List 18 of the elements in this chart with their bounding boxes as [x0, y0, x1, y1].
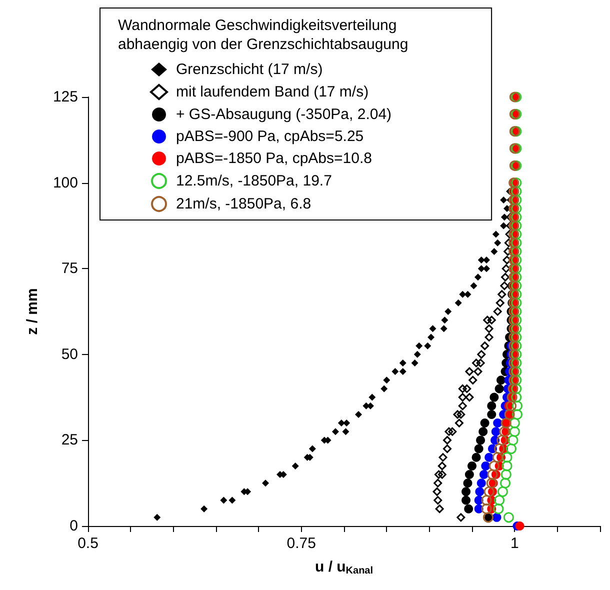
- y-tick-label: 100: [52, 174, 78, 192]
- legend-label: 21m/s, -1850Pa, 6.8: [176, 196, 312, 212]
- legend-label: pABS=-1850 Pa, cpAbs=10.8: [176, 150, 372, 167]
- x-tick-label: 1: [510, 535, 519, 552]
- y-tick-label: 50: [61, 346, 78, 363]
- y-tick-label: 75: [61, 260, 78, 278]
- legend-label: mit laufendem Band (17 m/s): [176, 84, 369, 100]
- legend-label: + GS-Absaugung (-350Pa, 2.04): [176, 106, 392, 123]
- y-tick-label: 0: [70, 518, 78, 534]
- y-tick-label: 25: [61, 432, 78, 449]
- x-tick-label: 0.75: [286, 535, 316, 552]
- y-tick-label: 125: [52, 88, 78, 106]
- legend-label: Grenzschicht (17 m/s): [176, 61, 323, 78]
- legend-label: 12.5m/s, -1850Pa, 19.7: [176, 172, 332, 190]
- y-axis-title: z / mm: [24, 288, 41, 335]
- legend-title: Wandnormale Geschwindigkeitsverteilung abhaengig von der Grenzschichtabsaugung: [118, 17, 408, 53]
- legend-label: pABS=-900 Pa, cpAbs=5.25: [176, 128, 364, 145]
- x-tick-label: 0.5: [78, 535, 98, 552]
